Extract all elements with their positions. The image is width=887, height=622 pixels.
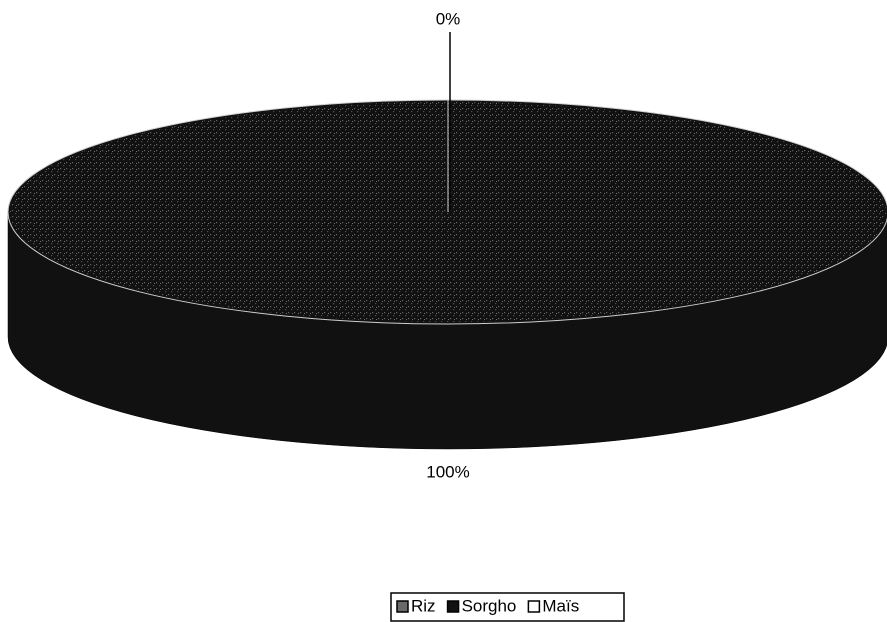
- legend-box: [390, 592, 625, 622]
- legend-swatch: [527, 600, 541, 613]
- legend-label: Sorgho: [462, 596, 517, 615]
- legend-swatch: [396, 600, 409, 613]
- legend: Riz Sorgho Maïs: [396, 596, 579, 615]
- data-label: 100%: [426, 462, 469, 481]
- legend-label: Maïs: [542, 596, 579, 615]
- legend-label: Riz: [411, 596, 436, 615]
- data-label: 0%: [436, 9, 461, 28]
- data-labels: 0% 100%: [426, 9, 469, 481]
- pie: [7, 99, 887, 450]
- legend-swatch: [446, 600, 460, 613]
